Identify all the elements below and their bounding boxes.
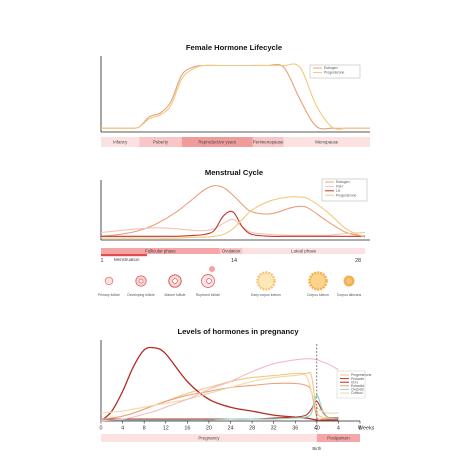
follicle-icon-primary-follicle bbox=[104, 276, 114, 286]
series-line-estrogen bbox=[100, 185, 366, 237]
menstruation-label: Menstruation bbox=[114, 257, 140, 262]
x-tick-label: 4 bbox=[337, 426, 340, 432]
x-tick-label: 16 bbox=[184, 426, 190, 432]
oocyte-icon bbox=[138, 278, 144, 284]
series-line-progesterone bbox=[101, 196, 366, 239]
menstrual-title: Menstrual Cycle bbox=[205, 168, 263, 177]
series-line-cortisol bbox=[100, 373, 339, 414]
phase-band-follicular-phase bbox=[101, 248, 220, 254]
pregnancy-chart: Levels of hormones in pregnancy Progeste… bbox=[100, 327, 375, 451]
phase-label-menopause: Menopause bbox=[315, 140, 339, 145]
lifecycle-title: Female Hormone Lifecycle bbox=[186, 43, 282, 52]
phase-label-follicular-phase: Follicular phase bbox=[145, 249, 176, 254]
follicle-label-corpus-albicans: Corpus albicans bbox=[337, 293, 362, 297]
series-line-oxytocin bbox=[100, 394, 339, 421]
legend-label-estrogen: Estrogen bbox=[336, 180, 350, 184]
legend-label-oxytocin: Oxytocin bbox=[351, 388, 364, 392]
follicle-label-ruptured-follicle: Ruptured follicle bbox=[196, 293, 220, 297]
lifecycle-legend bbox=[309, 64, 361, 79]
x-tick-label: 12 bbox=[163, 426, 169, 432]
phase-band-pregnancy bbox=[101, 434, 317, 442]
legend-label-lh: LH bbox=[336, 189, 341, 193]
x-tick-label: 8 bbox=[143, 426, 146, 432]
phase-label-reproductive-years: Reproductive years bbox=[198, 140, 237, 145]
legend-label-fsh: FSH bbox=[336, 185, 343, 189]
x-tick-label: 4 bbox=[121, 426, 124, 432]
phase-label-puberty: Puberty bbox=[153, 140, 169, 145]
phase-label-pregnancy: Pregnancy bbox=[198, 436, 220, 441]
phase-band-ovulation bbox=[219, 248, 243, 254]
x-tick-label: 0 bbox=[100, 426, 103, 432]
x-tick-label: 32 bbox=[271, 426, 277, 432]
menstruation-bar bbox=[101, 254, 147, 257]
cycle-day-tick: 28 bbox=[355, 258, 361, 264]
x-tick-label: 36 bbox=[292, 426, 298, 432]
phase-band-perimenopause bbox=[252, 137, 284, 147]
phase-label-ovulation: Ovulation bbox=[222, 249, 241, 254]
phase-band-infancy bbox=[101, 137, 140, 147]
series-line-lh bbox=[101, 210, 365, 237]
released-egg-icon bbox=[209, 266, 215, 272]
phase-label-postpartum: Postpartum bbox=[327, 436, 350, 441]
x-tick-label: 28 bbox=[249, 426, 255, 432]
follicle-label-corpus-luteum: Corpus luteum bbox=[307, 293, 329, 297]
pregnancy-x-label: Weeks bbox=[358, 426, 375, 432]
phase-band-luteal-phase bbox=[242, 248, 365, 254]
legend-label-progesterone: Progesterone bbox=[351, 373, 371, 377]
legend-label-estrogen: Estrogen bbox=[324, 66, 338, 70]
phase-label-perimenopause: Perimenopause bbox=[253, 140, 284, 145]
phase-band-postpartum bbox=[316, 434, 360, 442]
phase-label-infancy: Infancy bbox=[113, 140, 128, 145]
menstrual-chart: Menstrual Cycle EstrogenFSHLHProgesteron… bbox=[98, 168, 370, 297]
follicle-label-primary-follicle: Primary follicle bbox=[98, 293, 120, 297]
legend-label-hcg: hCG bbox=[351, 380, 358, 384]
follicle-icon-corpus-luteum bbox=[308, 271, 328, 291]
lifecycle-chart: Female Hormone Lifecycle EstrogenProgest… bbox=[100, 43, 370, 147]
x-tick-label: 24 bbox=[228, 426, 234, 432]
legend-label-progesterone: Progesterone bbox=[336, 193, 356, 197]
birth-label: Birth bbox=[312, 446, 322, 451]
cycle-day-tick: 14 bbox=[231, 258, 237, 264]
pregnancy-title: Levels of hormones in pregnancy bbox=[177, 327, 299, 336]
series-line-estradiol bbox=[100, 382, 339, 421]
follicle-label-developing-follicle: Developing follicle bbox=[127, 293, 154, 297]
phase-band-reproductive-years bbox=[181, 137, 253, 147]
follicle-label-early-corpus-luteum: Early corpus luteum bbox=[251, 293, 281, 297]
series-line-fsh bbox=[100, 218, 366, 236]
legend-label-estradiol: Estradiol bbox=[351, 384, 364, 388]
legend-label-progesterone: Progesterone bbox=[324, 71, 344, 75]
follicle-icon-early-corpus-luteum bbox=[256, 271, 276, 291]
legend-label-prolactin: Prolactin bbox=[351, 377, 364, 381]
pregnancy-legend bbox=[336, 370, 366, 399]
legend-label-cortisol: Cortisol bbox=[351, 391, 363, 395]
oocyte-icon bbox=[206, 278, 212, 284]
phase-band-puberty bbox=[139, 137, 182, 147]
series-line-progesterone bbox=[100, 63, 370, 130]
cycle-day-tick: 1 bbox=[101, 258, 104, 264]
follicle-label-mature-follicle: Mature follicle bbox=[165, 293, 186, 297]
x-tick-label: 20 bbox=[206, 426, 212, 432]
x-tick-label: 8 bbox=[359, 426, 362, 432]
phase-band-menopause bbox=[283, 137, 370, 147]
series-line-hcg bbox=[100, 346, 339, 422]
phase-label-luteal-phase: Luteal phase bbox=[291, 249, 317, 254]
follicle-icon-corpus-albicans bbox=[343, 275, 355, 287]
oocyte-icon bbox=[172, 278, 178, 284]
